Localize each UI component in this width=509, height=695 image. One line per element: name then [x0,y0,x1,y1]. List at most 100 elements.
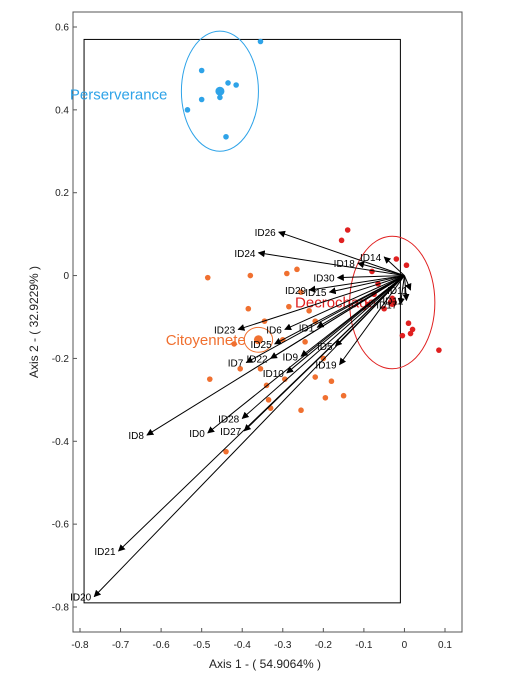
loading-arrow [403,275,412,291]
arrow-label: ID14 [360,253,382,264]
arrow-label: ID27 [220,427,242,438]
cluster-point [409,326,416,333]
y-tick-label: 0.4 [55,105,69,116]
arrow-label: ID21 [94,547,116,558]
loading-arrow [328,275,405,295]
loading-arrow [397,275,405,306]
cluster-point [206,376,213,382]
y-tick-label: 0.6 [55,23,69,34]
loading-arrow [278,230,405,277]
cluster-point [284,270,290,277]
cluster-point [298,289,304,295]
arrow-label: ID18 [334,259,356,270]
cluster-point [223,448,229,455]
plot-area-frame [72,11,463,633]
cluster-label: Perserverance [70,87,168,104]
cluster-point [338,237,345,244]
cluster-point [322,394,329,401]
cluster-ellipse [349,235,436,370]
cluster-point [247,272,254,279]
arrow-label: ID6 [266,325,282,336]
loading-arrow [284,275,405,331]
arrows-layer: ID26 ID24 ID14 ID18 ID30 ID29 ID15 ID11 ID17ID12… [70,228,412,604]
y-tick-label: -0.2 [52,354,70,365]
x-tick-label: 0 [402,640,408,651]
clusters-layer: Perserverance Decrochage Citoyennete [70,30,442,455]
cluster-point [369,268,375,275]
cluster-point [265,397,272,403]
cluster-point [436,347,442,353]
arrow-label: ID0 [189,429,205,440]
cluster-center [253,335,263,345]
cluster-ellipse [180,30,259,152]
cluster-point [184,107,191,113]
cluster-point [393,256,400,262]
loading-arrow [383,256,405,276]
cluster-point [344,227,351,233]
arrow-label: ID28 [218,415,240,426]
arrow-label: ID11 [387,286,408,297]
loading-arrow [118,275,405,552]
arrow-label: ID22 [246,354,268,365]
arrow-label: ID24 [234,249,256,260]
cluster-point [320,355,327,362]
arrow-label: ID23 [214,325,236,336]
x-tick-label: -0.2 [315,640,333,651]
cluster-center [215,86,225,96]
inner-data-box [83,38,401,604]
arrow-label: ID20 [70,593,92,604]
x-tick-label: -0.1 [355,640,373,651]
cluster-point [245,305,252,312]
x-tick-label: -0.8 [71,640,89,651]
arrow-label: ID19 [315,361,337,372]
cluster-point [225,80,231,86]
loading-arrow [257,250,405,277]
loading-arrow [207,275,405,434]
cluster-point [312,374,319,380]
loading-arrow [308,275,405,293]
loading-arrow [93,275,405,598]
arrow-label: ID29 [285,286,307,297]
arrow-label: ID17 [376,301,398,312]
loading-arrow [237,275,405,331]
arrow-label: ID8 [128,431,144,442]
cluster-point [403,262,410,269]
cluster-point [312,318,319,324]
cluster-point [257,365,264,372]
cluster-center [387,298,397,307]
arrow-label: ID26 [255,228,277,239]
arrow-label: ID7 [228,359,244,370]
cluster-point [294,266,300,273]
cluster-point [257,38,264,45]
cluster-label: Decrochage [295,295,376,312]
cluster-point [198,67,205,74]
x-tick-label: -0.6 [152,640,170,651]
cluster-point [302,339,308,345]
cluster-point [381,305,387,312]
loading-arrow [357,261,405,277]
arrow-label: ID30 [313,274,335,285]
cluster-point [217,94,223,101]
cluster-point [405,320,412,327]
arrow-label: ID5 [317,342,333,353]
loading-arrow [146,275,405,436]
x-axis-label: Axis 1 - ( 54.9064% ) [209,657,321,671]
arrow-label: ID10 [263,369,285,380]
cluster-point [407,330,414,337]
loading-arrow [402,275,410,302]
cluster-point [282,376,288,382]
x-tick-label: 0.1 [438,640,452,651]
cluster-ellipse [243,326,274,353]
cluster-point [237,365,243,372]
x-axis: -0.8 -0.7 -0.6 -0.5 -0.4 -0.3 -0.2 -0.1 0 0.1 [71,628,452,651]
y-tick-label: -0.8 [52,603,70,614]
cluster-point [306,307,312,314]
cluster-point [198,96,205,103]
y-tick-label: 0 [63,271,69,282]
arrow-label: ID25 [251,340,273,351]
y-tick-label: -0.6 [52,520,70,531]
x-tick-label: -0.5 [193,640,211,651]
y-tick-label: 0.2 [55,188,69,199]
x-tick-label: -0.7 [112,640,130,651]
